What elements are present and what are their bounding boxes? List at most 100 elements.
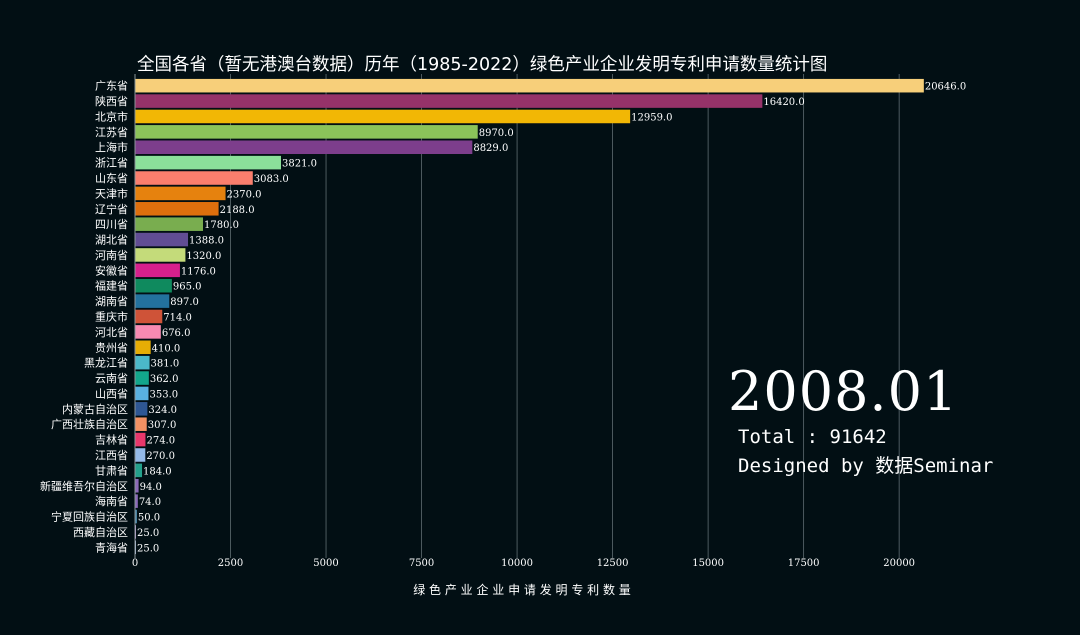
value-label: 3083.0	[254, 174, 289, 185]
category-label: 贵州省	[95, 341, 128, 354]
value-label: 965.0	[173, 282, 202, 293]
category-label: 辽宁省	[95, 202, 128, 216]
bar-7	[135, 186, 226, 201]
category-label: 浙江省	[95, 157, 128, 170]
x-tick-label: 15000	[692, 558, 724, 569]
bar-9	[135, 217, 204, 231]
total-count: Total : 91642	[738, 426, 887, 448]
bar-14	[135, 294, 170, 308]
value-label: 307.0	[148, 420, 177, 431]
category-labels: 广东省陕西省北京市江苏省上海市浙江省山东省天津市辽宁省四川省湖北省河南省安徽省福…	[40, 80, 128, 555]
bar-28	[135, 509, 137, 524]
category-label: 福建省	[95, 279, 128, 293]
bar-8	[135, 202, 219, 216]
bar-1	[135, 94, 763, 108]
bar-11	[135, 248, 186, 262]
bar-17	[135, 340, 151, 355]
x-tick-label: 20000	[883, 558, 915, 569]
x-tick-label: 12500	[597, 558, 629, 569]
category-label: 重庆市	[95, 310, 128, 324]
bar-18	[135, 355, 150, 370]
bars	[135, 78, 924, 555]
bar-21	[135, 402, 148, 416]
category-label: 西藏自治区	[73, 525, 128, 539]
category-label: 北京市	[95, 109, 128, 123]
category-label: 广西壮族自治区	[51, 417, 128, 431]
category-label: 海南省	[95, 494, 128, 508]
bar-5	[135, 155, 281, 170]
category-label: 安徽省	[95, 263, 128, 277]
bar-12	[135, 263, 180, 278]
value-label: 25.0	[137, 543, 159, 554]
category-label: 山东省	[95, 172, 128, 185]
value-label: 184.0	[143, 466, 172, 477]
bar-23	[135, 432, 146, 447]
category-label: 上海市	[95, 140, 128, 154]
bar-26	[135, 478, 139, 493]
x-axis: 0 2500 5000 7500 10000 12500 15000 17500 20000	[132, 74, 915, 569]
category-label: 陕西省	[95, 94, 128, 108]
bar-19	[135, 371, 149, 385]
value-label: 1780.0	[204, 220, 239, 231]
bar-25	[135, 463, 143, 478]
value-label: 20646.0	[925, 82, 966, 93]
credit-text: Designed by 数据Seminar	[738, 455, 994, 477]
value-label: 50.0	[138, 513, 160, 524]
category-label: 内蒙古自治区	[62, 402, 128, 416]
value-label: 8970.0	[479, 128, 514, 139]
chart-title: 全国各省（暂无港澳台数据）历年（1985-2022）绿色产业企业发明专利申请数量…	[137, 55, 827, 75]
bar-0	[135, 78, 924, 93]
category-label: 新疆维吾尔自治区	[40, 479, 128, 493]
category-label: 四川省	[95, 218, 128, 231]
value-label: 270.0	[146, 451, 175, 462]
bar-27	[135, 494, 138, 508]
x-tick-label: 17500	[788, 558, 820, 569]
value-label: 25.0	[137, 528, 159, 539]
bar-13	[135, 278, 172, 293]
bar-2	[135, 109, 631, 124]
x-tick-label: 2500	[218, 558, 243, 569]
value-label: 2188.0	[220, 205, 255, 216]
x-tick-label: 0	[132, 558, 138, 569]
date-stamp: 2008.01	[728, 360, 959, 423]
category-label: 广东省	[95, 80, 128, 93]
category-label: 吉林省	[95, 433, 128, 447]
category-label: 青海省	[95, 540, 128, 554]
category-label: 湖北省	[95, 234, 128, 247]
value-label: 324.0	[148, 405, 177, 416]
category-label: 黑龙江省	[84, 357, 128, 370]
x-tick-label: 10000	[501, 558, 533, 569]
category-label: 甘肃省	[95, 464, 128, 477]
bar-15	[135, 309, 163, 324]
value-label: 12959.0	[631, 112, 672, 123]
value-label: 410.0	[152, 343, 181, 354]
value-label: 274.0	[146, 436, 175, 447]
category-label: 江苏省	[95, 126, 128, 139]
value-label: 897.0	[170, 297, 199, 308]
value-label: 1388.0	[189, 236, 224, 247]
value-label: 353.0	[149, 389, 178, 400]
value-label: 16420.0	[763, 97, 804, 108]
category-label: 宁夏回族自治区	[51, 510, 128, 524]
value-label: 8829.0	[473, 143, 508, 154]
gridlines	[134, 74, 900, 558]
value-label: 2370.0	[227, 189, 262, 200]
x-axis-label: 绿 色 产 业 企 业 申 请 发 明 专 利 数 量	[413, 582, 631, 597]
x-tick-label: 7500	[409, 558, 434, 569]
category-label: 河北省	[95, 326, 128, 339]
bar-4	[135, 140, 473, 155]
value-label: 381.0	[151, 359, 180, 370]
category-label: 河南省	[95, 249, 128, 262]
category-label: 云南省	[95, 372, 128, 385]
bar-20	[135, 386, 149, 401]
bar-24	[135, 448, 146, 462]
category-label: 天津市	[95, 186, 128, 200]
value-labels: 20646.0 16420.0 12959.0 8970.0 8829.0 3821.0 3…	[137, 82, 966, 555]
value-label: 1320.0	[186, 251, 221, 262]
value-label: 1176.0	[181, 266, 216, 277]
bar-16	[135, 325, 161, 339]
bar-22	[135, 417, 147, 431]
value-label: 714.0	[163, 313, 192, 324]
value-label: 74.0	[139, 497, 161, 508]
